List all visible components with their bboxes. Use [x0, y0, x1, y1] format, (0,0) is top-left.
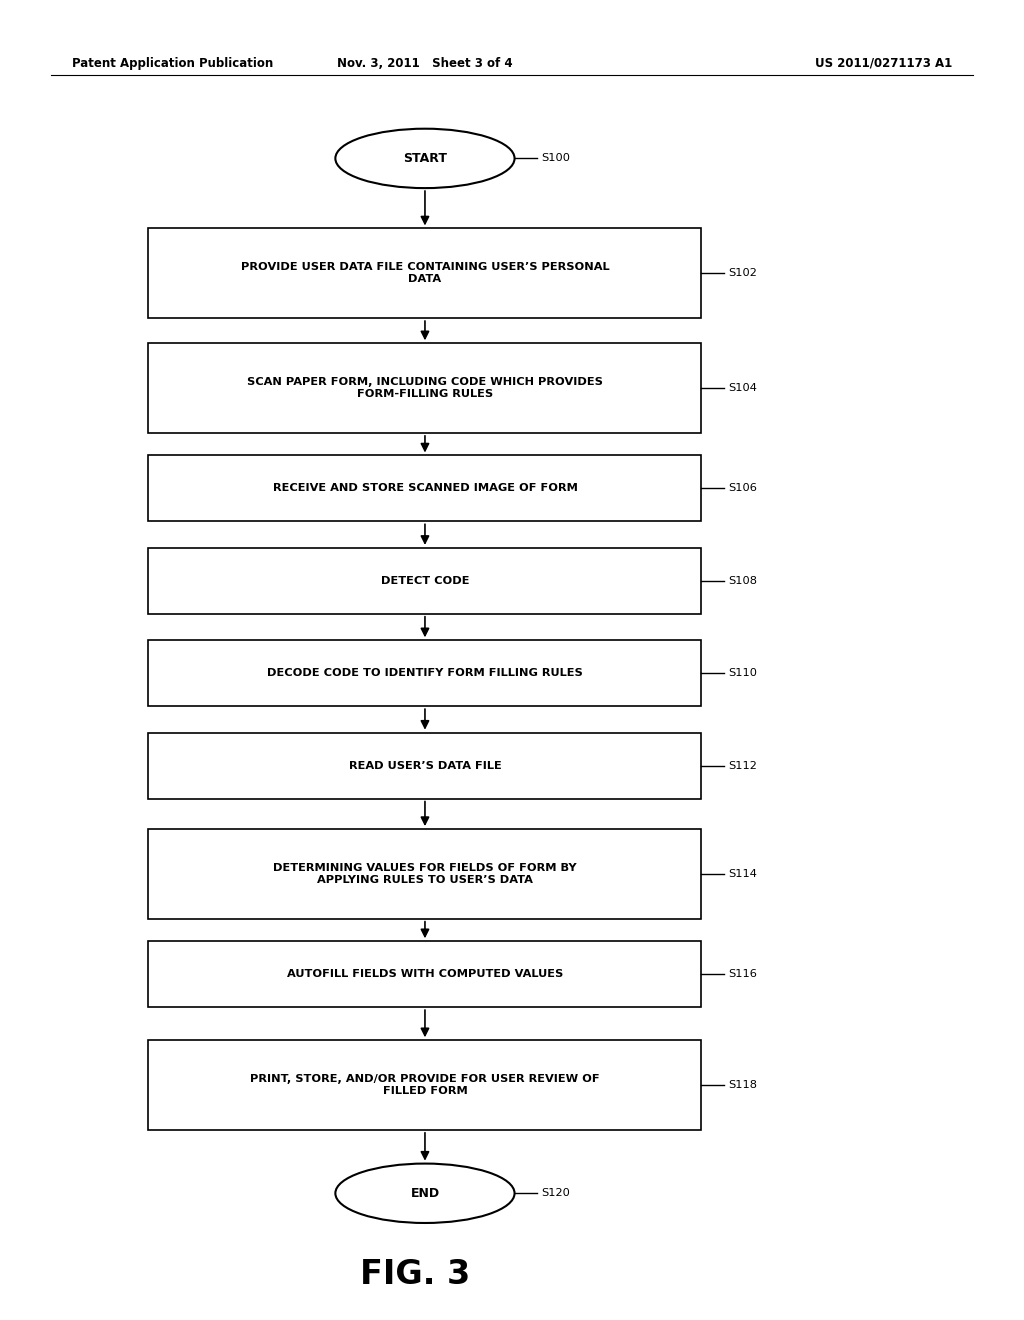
Text: DETERMINING VALUES FOR FIELDS OF FORM BY
APPLYING RULES TO USER’S DATA: DETERMINING VALUES FOR FIELDS OF FORM BY…: [273, 863, 577, 884]
Ellipse shape: [336, 129, 514, 189]
Text: S108: S108: [728, 576, 757, 586]
FancyBboxPatch shape: [148, 548, 701, 614]
FancyBboxPatch shape: [148, 829, 701, 919]
Text: S120: S120: [541, 1188, 570, 1199]
FancyBboxPatch shape: [148, 1040, 701, 1130]
Text: START: START: [403, 152, 446, 165]
Text: DECODE CODE TO IDENTIFY FORM FILLING RULES: DECODE CODE TO IDENTIFY FORM FILLING RUL…: [267, 668, 583, 678]
Text: S114: S114: [728, 869, 757, 879]
Text: READ USER’S DATA FILE: READ USER’S DATA FILE: [348, 760, 502, 771]
FancyBboxPatch shape: [148, 228, 701, 318]
Text: S100: S100: [541, 153, 570, 164]
Text: PRINT, STORE, AND/OR PROVIDE FOR USER REVIEW OF
FILLED FORM: PRINT, STORE, AND/OR PROVIDE FOR USER RE…: [250, 1074, 600, 1096]
Ellipse shape: [336, 1164, 514, 1222]
Text: Nov. 3, 2011   Sheet 3 of 4: Nov. 3, 2011 Sheet 3 of 4: [337, 57, 513, 70]
FancyBboxPatch shape: [148, 733, 701, 799]
Text: S106: S106: [728, 483, 757, 494]
Text: S116: S116: [728, 969, 757, 979]
Text: US 2011/0271173 A1: US 2011/0271173 A1: [815, 57, 952, 70]
FancyBboxPatch shape: [148, 640, 701, 706]
Text: RECEIVE AND STORE SCANNED IMAGE OF FORM: RECEIVE AND STORE SCANNED IMAGE OF FORM: [272, 483, 578, 494]
FancyBboxPatch shape: [148, 455, 701, 521]
Text: Patent Application Publication: Patent Application Publication: [72, 57, 273, 70]
Text: S112: S112: [728, 760, 757, 771]
Text: END: END: [411, 1187, 439, 1200]
Text: SCAN PAPER FORM, INCLUDING CODE WHICH PROVIDES
FORM-FILLING RULES: SCAN PAPER FORM, INCLUDING CODE WHICH PR…: [247, 378, 603, 399]
Text: FIG. 3: FIG. 3: [359, 1258, 470, 1291]
Text: S110: S110: [728, 668, 757, 678]
Text: AUTOFILL FIELDS WITH COMPUTED VALUES: AUTOFILL FIELDS WITH COMPUTED VALUES: [287, 969, 563, 979]
Text: DETECT CODE: DETECT CODE: [381, 576, 469, 586]
FancyBboxPatch shape: [148, 343, 701, 433]
Text: S118: S118: [728, 1080, 757, 1090]
FancyBboxPatch shape: [148, 941, 701, 1007]
Text: S104: S104: [728, 383, 757, 393]
Text: S102: S102: [728, 268, 757, 279]
Text: PROVIDE USER DATA FILE CONTAINING USER’S PERSONAL
DATA: PROVIDE USER DATA FILE CONTAINING USER’S…: [241, 263, 609, 284]
